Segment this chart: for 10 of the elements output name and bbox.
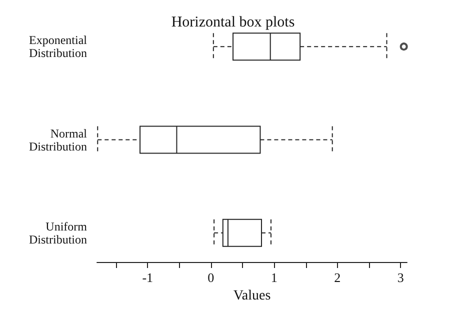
x-axis-title: Values — [233, 288, 271, 304]
y-tick-label: Normal Distribution — [28, 126, 88, 154]
y-tick-label: Exponential Distribution — [28, 33, 88, 60]
x-tick-label: -1 — [142, 270, 154, 285]
x-tick-label: 1 — [270, 270, 278, 285]
x-tick-label: 0 — [208, 270, 214, 285]
text: Horizontal box plots — [171, 14, 295, 30]
x-tick-label: 3 — [397, 270, 404, 285]
x-tick-label: 2 — [334, 270, 341, 285]
y-tick-label: Uniform Distribution — [28, 219, 88, 246]
